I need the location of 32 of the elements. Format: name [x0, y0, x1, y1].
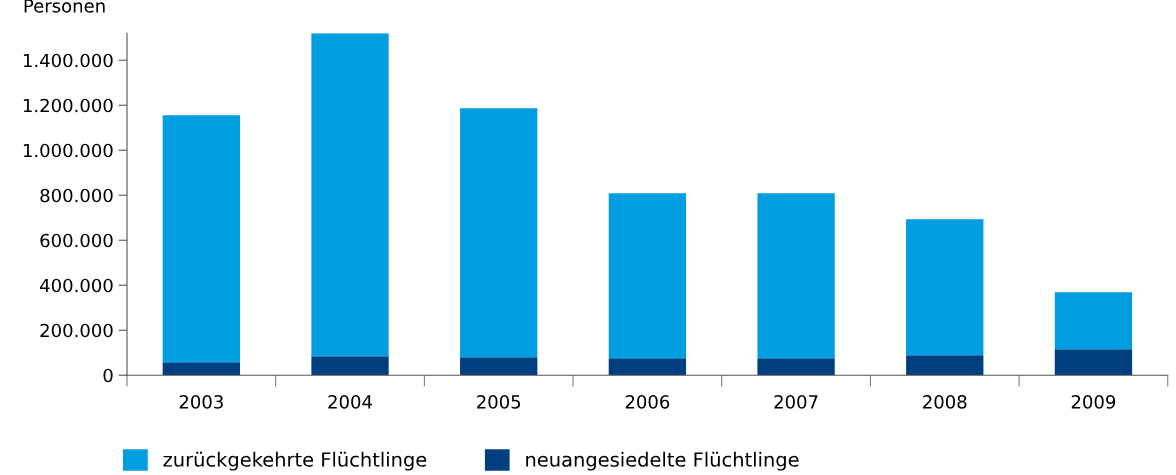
x-tick-label: 2007: [774, 395, 818, 409]
bar: [906, 355, 984, 376]
bar: [757, 358, 835, 376]
bar: [906, 219, 984, 356]
x-tick-label: 2003: [179, 395, 223, 409]
bar: [311, 33, 389, 357]
bar: [1054, 292, 1133, 350]
x-tick-label: 2009: [1071, 395, 1116, 409]
x-tick-label: 2005: [477, 395, 521, 409]
bar: [162, 362, 240, 376]
y-tick-label: 800.000: [40, 188, 113, 203]
bar: [608, 358, 687, 376]
y-tick-label: 1.400.000: [23, 53, 113, 68]
y-tick-label: 600.000: [40, 233, 113, 248]
y-tick-label: 0: [103, 368, 113, 383]
bar: [460, 108, 538, 358]
x-tick-label: 2008: [923, 395, 967, 409]
bar: [311, 356, 389, 376]
legend-label: neuangesiedelte Flüchtlinge: [526, 451, 799, 471]
bar: [1054, 349, 1133, 376]
bar: [162, 115, 240, 363]
bar: [608, 193, 687, 359]
y-tick-label: 200.000: [40, 323, 113, 338]
bar: [460, 357, 538, 376]
y-tick-label: 1.200.000: [23, 98, 113, 113]
bar: [757, 193, 835, 359]
x-tick-label: 2004: [328, 395, 372, 409]
y-axis-title: Personen: [24, 0, 105, 13]
x-tick-label: 2006: [625, 395, 670, 409]
legend-label: zurückgekehrte Flüchtlinge: [163, 451, 427, 471]
y-tick-label: 400.000: [40, 278, 113, 293]
y-tick-label: 1.000.000: [23, 143, 113, 158]
